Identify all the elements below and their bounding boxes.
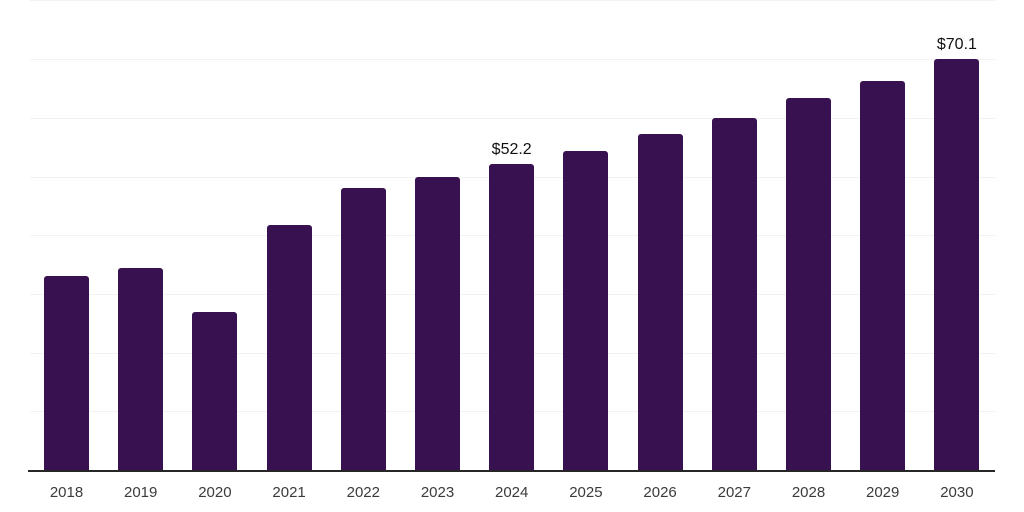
x-tick-label-2025: 2025 (569, 484, 603, 501)
bar-2018 (44, 276, 89, 470)
x-tick-label-2024: 2024 (495, 484, 529, 501)
bar-2025 (563, 150, 609, 470)
x-tick-label-2020: 2020 (198, 484, 232, 501)
bar-2019 (118, 268, 164, 470)
bars-layer: $52.2 $70.1 (28, 0, 995, 471)
bar-2021 (266, 225, 312, 470)
x-tick-label-2028: 2028 (791, 484, 826, 501)
x-tick-label-2021: 2021 (272, 484, 306, 501)
bar-value-label-2024: $52.2 (491, 140, 532, 158)
x-tick-label-2026: 2026 (643, 484, 677, 501)
bar-2029 (860, 80, 906, 470)
plot-area: $52.2 $70.1 (28, 0, 995, 472)
gridline-80 (30, 0, 995, 2)
bar-2026 (637, 134, 683, 470)
bar-2030 (934, 58, 980, 470)
bar-2024 (489, 163, 535, 470)
bar-2027 (711, 118, 757, 470)
x-tick-label-2027: 2027 (717, 484, 751, 501)
x-tick-label-2018: 2018 (49, 484, 84, 501)
x-tick-label-2022: 2022 (346, 484, 380, 501)
x-tick-label-2019: 2019 (124, 484, 158, 501)
x-tick-label-2023: 2023 (420, 484, 455, 501)
x-tick-label-2030: 2030 (940, 484, 974, 501)
x-tick-label-2029: 2029 (866, 484, 900, 501)
x-axis-line (28, 470, 995, 472)
bar-2028 (786, 98, 831, 470)
bar-2020 (192, 312, 238, 470)
bar-2023 (415, 176, 460, 470)
gridline-70 (30, 59, 995, 61)
bar-2022 (340, 187, 386, 470)
gridline-60 (30, 117, 995, 119)
bar-value-label-2030: $70.1 (936, 35, 977, 53)
